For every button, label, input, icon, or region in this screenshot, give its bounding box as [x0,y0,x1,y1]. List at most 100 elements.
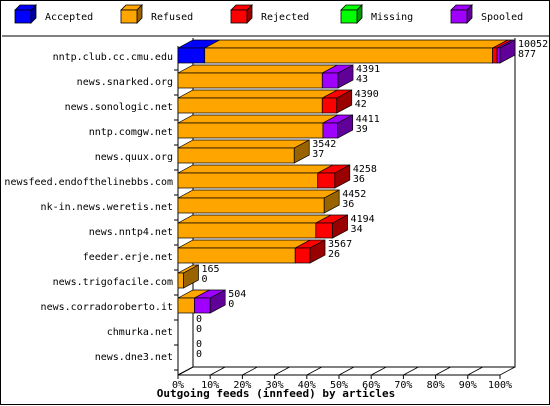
bar-top-refused [177,239,311,249]
bar-segment-refused [177,72,323,89]
legend: Accepted Refused Rejected Missing Spooled [14,4,523,24]
x-gridline-8 [435,366,451,376]
bar-label-secondary: 0 [196,324,202,335]
bar-label-total: 4411 [356,114,380,125]
bar-segment-accepted [177,47,206,64]
bar-label-total: 10052 [518,39,548,50]
bar-segment-refused [177,222,317,239]
legend-label-spooled: Spooled [481,12,523,23]
x-tick-label-10: 100% [488,380,512,391]
bar-label-secondary: 34 [351,224,363,235]
bar-segment-rejected [317,172,336,189]
x-tick-label-9: 90% [459,380,477,391]
x-gridline-2 [242,366,258,376]
legend-swatch-rejected [230,9,248,24]
category-label: feeder.erje.net [83,252,173,263]
x-tick-label-2: 20% [233,380,251,391]
x-gridline-10 [499,366,516,376]
category-label: news.quux.org [95,152,173,163]
x-tick-label-8: 80% [427,380,445,391]
category-label: nntp.comgw.net [89,127,173,138]
bar-top-refused [177,189,340,199]
bar-top-refused [177,89,338,99]
category-label: news.nntp4.net [89,227,173,238]
bar-side-spooled [337,114,354,139]
bar-label-total: 3567 [328,239,352,250]
bar-side-refused [183,264,199,289]
bar-label-secondary: 43 [356,74,368,85]
bar-top-refused [177,114,339,124]
bar-segment-refused [177,147,295,164]
x-gridline-5 [338,366,355,376]
category-label: chmurka.net [107,327,173,338]
bar-top-refused [204,39,508,49]
bar-label-secondary: 26 [328,249,340,260]
legend-label-accepted: Accepted [45,12,93,23]
bar-label-secondary: 37 [312,149,324,160]
x-tick-label-5: 50% [330,380,348,391]
bar-segment-refused [177,247,296,264]
x-gridline-4 [306,366,322,376]
x-gridline-9 [467,366,483,376]
bar-side-spooled [499,39,516,64]
bar-label-secondary: 36 [353,174,365,185]
bar-side-refused [293,139,310,164]
bar-segment-refused [204,47,493,64]
bar-label-total: 4258 [353,164,377,175]
bar-label-secondary: 42 [355,99,367,110]
legend-label-refused: Refused [151,12,193,23]
bar-side-rejected [332,214,348,239]
legend-swatch-spooled [450,9,468,24]
bar-label-total: 3542 [312,139,336,150]
bar-label-secondary: 0 [201,274,207,285]
bar-side-rejected [309,239,326,264]
bar-top-refused [177,64,338,74]
x-gridline-7 [403,366,419,376]
category-label: newsfeed.endofthelinebbs.com [4,177,173,188]
bar-label-secondary: 39 [356,124,368,135]
category-label: nk-in.news.weretis.net [41,202,173,213]
legend-swatch-refused [120,9,138,24]
x-gridline-0 [177,366,194,376]
bar-top-refused [177,139,310,149]
category-label: nntp.club.cc.cmu.edu [53,52,173,63]
bar-label-total: 4452 [342,189,366,200]
x-gridline-6 [371,366,387,376]
bar-label-total: 0 [196,339,202,350]
x-tick-label-3: 30% [266,380,284,391]
category-label: news.trigofacile.com [53,277,173,288]
bar-segment-refused [177,272,184,289]
bar-segment-refused [177,297,195,314]
bar-side-spooled [337,64,354,89]
category-label: news.sonologic.net [65,102,173,113]
legend-label-missing: Missing [371,12,413,23]
bar-label-secondary: 0 [228,299,234,310]
bar-top-refused [177,214,331,224]
bar-label-total: 4390 [355,89,379,100]
bar-segment-refused [177,97,323,114]
bar-label-total: 0 [196,314,202,325]
x-gridline-3 [274,366,290,376]
bar-segment-rejected [492,47,498,64]
bar-label-total: 165 [201,264,219,275]
bar-label-total: 4391 [356,64,380,75]
bar-side-spooled [209,289,226,314]
bar-side-rejected [336,89,353,114]
category-label: news.snarked.org [77,77,173,88]
bar-segment-spooled [322,122,339,139]
bar-label-secondary: 877 [518,49,536,60]
bar-label-secondary: 0 [196,349,202,360]
category-label: news.corradoroberto.it [41,302,173,313]
x-gridline-1 [210,366,226,376]
category-label: news.dne3.net [95,352,173,363]
bar-top-refused [177,164,333,174]
bar-segment-refused [177,197,325,214]
bar-label-total: 4194 [351,214,375,225]
legend-swatch-missing [340,9,358,24]
x-tick-label-0: 0% [172,380,184,391]
bar-side-refused [323,189,340,214]
bar-segment-rejected [294,247,311,264]
chart-title: Outgoing feeds (innfeed) by articles [157,387,395,400]
